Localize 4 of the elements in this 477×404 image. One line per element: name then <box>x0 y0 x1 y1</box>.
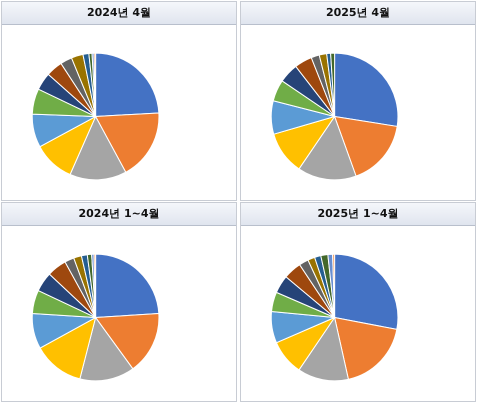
chart-title: 2025년 4월 <box>241 2 475 25</box>
chart-title: 2025년 1~4월 <box>241 203 475 226</box>
chart-title: 2024년 1~4월 <box>2 203 236 226</box>
chart-title: 2024년 4월 <box>2 2 236 25</box>
